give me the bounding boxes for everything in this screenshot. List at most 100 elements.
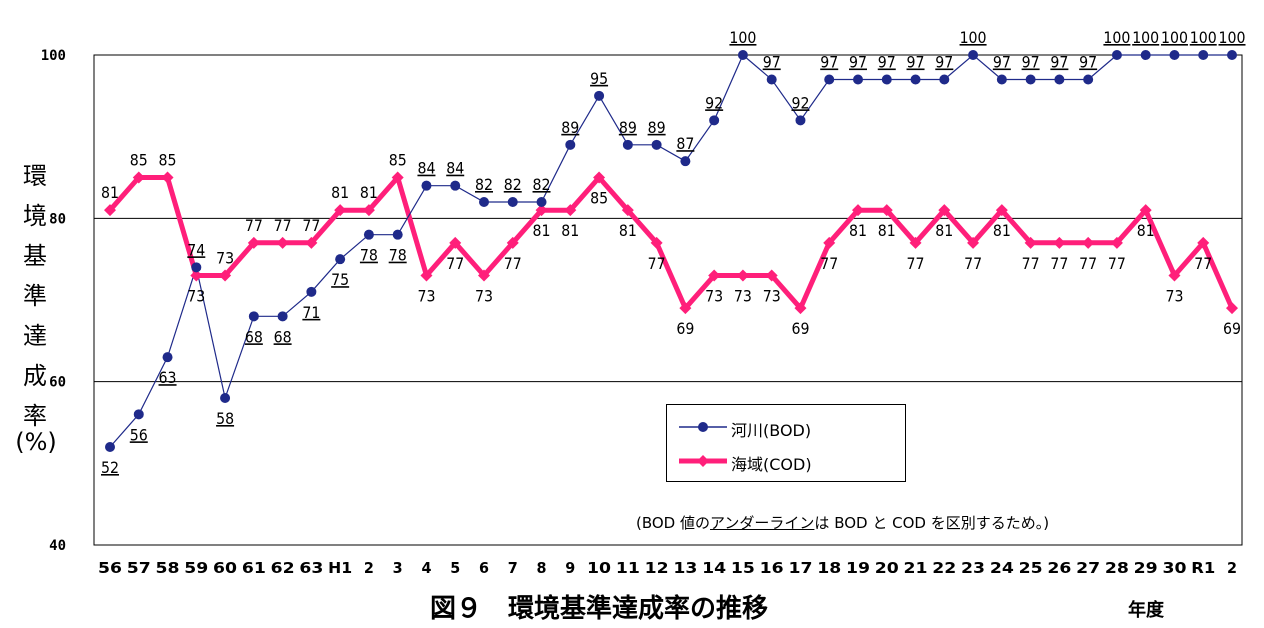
data-label-sea: 77: [907, 254, 925, 273]
data-point-sea: [823, 236, 836, 249]
series-line-sea: [108, 175, 1235, 311]
x-tick-label: 4: [421, 559, 431, 577]
x-tick-label: 24: [990, 559, 1014, 577]
data-point-river: [507, 197, 518, 207]
data-point-river: [363, 229, 374, 240]
y-axis-ticks: 40 60 80 100: [41, 48, 66, 554]
data-label-river: 97: [907, 53, 925, 72]
data-point-river: [335, 254, 346, 265]
data-label-river: 97: [849, 53, 867, 72]
data-point-river: [1227, 50, 1237, 60]
data-label-river: 100: [1161, 28, 1188, 47]
data-label-sea: 81: [331, 183, 349, 202]
x-tick-label: 28: [1105, 559, 1129, 577]
data-label-river: 97: [1050, 53, 1068, 72]
data-label-river: 84: [417, 159, 435, 178]
data-point-river: [277, 311, 288, 322]
x-tick-label: 22: [932, 559, 956, 577]
data-point-river: [536, 197, 547, 207]
data-label-sea: 77: [446, 254, 464, 273]
data-point-river: [479, 197, 489, 207]
chart-legend: 河川(BOD) 海域(COD): [666, 404, 906, 482]
data-point-sea: [1226, 302, 1238, 315]
data-point-sea: [880, 204, 893, 217]
note-underlined: アンダーライン: [710, 514, 815, 532]
data-label-river: 68: [274, 327, 292, 346]
data-point-sea: [1082, 236, 1095, 249]
data-point-sea: [679, 302, 692, 315]
x-tick-label: R1: [1191, 559, 1215, 577]
data-point-river: [881, 74, 892, 85]
y-tick-label: 80: [49, 211, 66, 227]
x-tick-label: 21: [904, 559, 928, 577]
data-label-river: 89: [648, 118, 666, 137]
y-axis-label-char: 境: [23, 202, 47, 230]
data-label-river: 63: [159, 368, 177, 387]
data-point-sea: [650, 236, 663, 249]
x-tick-label: 61: [242, 559, 266, 577]
x-tick-label: 63: [299, 559, 323, 577]
data-point-river: [709, 115, 720, 126]
data-point-sea: [362, 204, 375, 217]
data-label-sea: 77: [964, 254, 982, 273]
note-suffix: は BOD と COD を区別するため。): [814, 514, 1050, 532]
data-point-sea: [104, 204, 116, 217]
data-point-sea: [219, 269, 232, 282]
data-label-river: 78: [360, 246, 378, 265]
data-label-river: 95: [590, 69, 608, 88]
data-point-sea: [794, 302, 807, 315]
x-tick-label: 27: [1076, 559, 1100, 577]
x-tick-label: 2: [1227, 559, 1237, 577]
data-label-river: 78: [389, 246, 407, 265]
chart-title: 図９ 環境基準達成率の推移: [430, 594, 769, 624]
data-label-sea: 77: [1079, 254, 1097, 273]
data-point-river: [795, 115, 806, 126]
data-point-sea: [334, 204, 347, 217]
chart-note: (BOD 値のアンダーラインは BOD と COD を区別するため。): [636, 512, 1049, 533]
data-point-sea: [1197, 236, 1210, 249]
data-point-sea: [1110, 236, 1123, 249]
data-label-sea: 85: [130, 151, 148, 170]
data-point-river: [105, 442, 115, 452]
data-label-river: 89: [619, 118, 637, 137]
legend-marker-circle-icon: [679, 422, 727, 432]
data-point-river: [910, 74, 921, 85]
x-tick-label: H1: [328, 559, 352, 577]
data-label-river: 52: [101, 458, 119, 477]
x-tick-label: 5: [450, 559, 460, 577]
y-axis-label-char: 基: [23, 242, 47, 270]
data-point-sea: [506, 236, 519, 249]
x-tick-label: 2: [364, 559, 374, 577]
data-label-sea: 81: [533, 221, 551, 240]
data-point-sea: [535, 204, 548, 217]
data-label-sea: 77: [1108, 254, 1126, 273]
data-point-river: [968, 50, 979, 60]
data-label-river: 71: [302, 303, 320, 322]
data-point-river: [306, 286, 317, 297]
legend-label-sea: 海域(COD): [731, 455, 812, 474]
data-label-sea: 69: [791, 319, 809, 338]
data-point-river: [853, 74, 863, 85]
x-axis-unit: 年度: [1128, 600, 1164, 621]
data-point-sea: [1139, 204, 1152, 217]
data-label-sea: 73: [475, 287, 493, 306]
data-point-sea: [1053, 236, 1066, 249]
x-tick-label: 30: [1162, 559, 1186, 577]
x-tick-label: 14: [702, 559, 726, 577]
data-point-river: [824, 74, 835, 85]
data-point-sea: [190, 269, 203, 282]
data-label-river: 82: [475, 175, 493, 194]
data-point-river: [1083, 74, 1094, 85]
x-tick-label: 9: [565, 559, 575, 577]
data-label-river: 97: [1079, 53, 1097, 72]
x-tick-label: 62: [271, 559, 295, 577]
x-tick-label: 11: [616, 559, 640, 577]
data-label-sea: 77: [648, 254, 666, 273]
x-tick-label: 19: [846, 559, 870, 577]
data-labels: 52 56 63 74 58 68 68 71 75 78 78 84 84 82 82 82 89 95 89 89…: [101, 28, 1246, 477]
data-point-sea: [247, 236, 260, 249]
x-tick-label: 59: [184, 559, 208, 577]
data-label-sea: 73: [705, 287, 723, 306]
data-label-sea: 77: [1194, 254, 1212, 273]
